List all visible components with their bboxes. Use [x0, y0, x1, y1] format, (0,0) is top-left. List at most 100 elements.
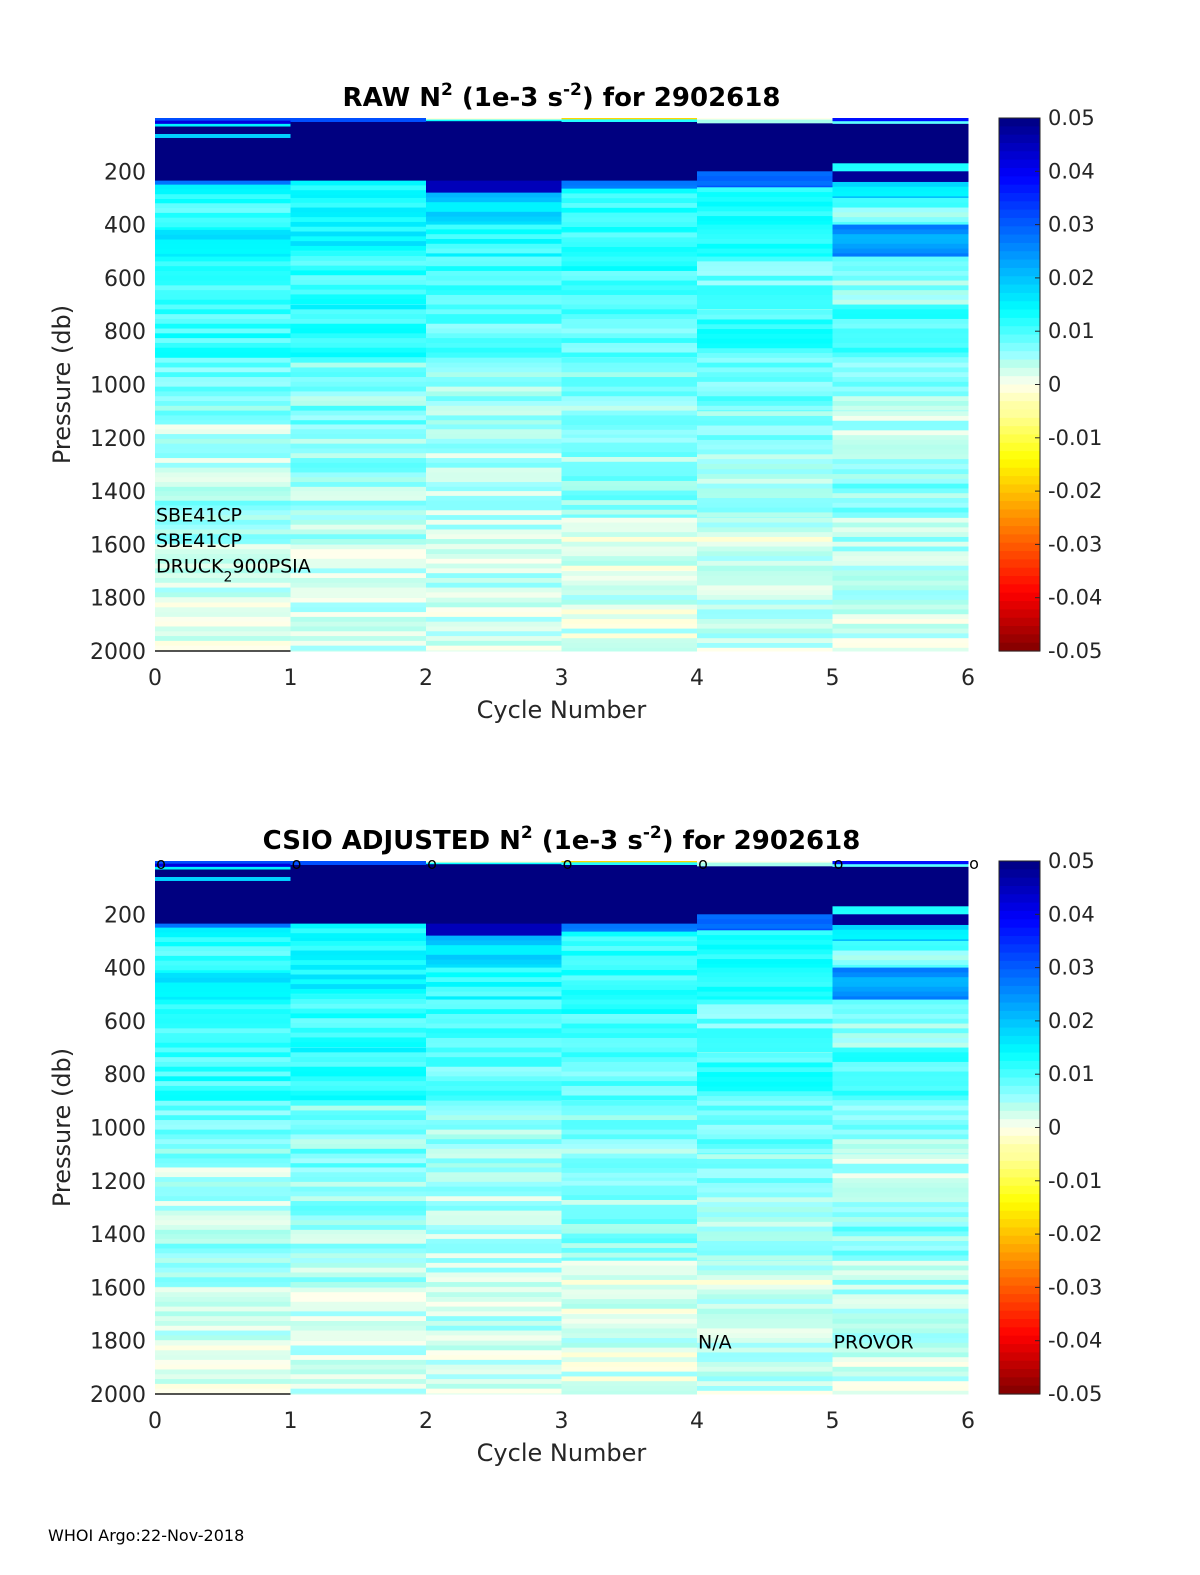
heatmap-cell — [561, 232, 698, 238]
heatmap-cell — [561, 1279, 698, 1286]
heatmap-cell — [561, 1366, 698, 1373]
heatmap-cell — [155, 965, 291, 971]
heatmap-cell — [832, 1328, 969, 1334]
heatmap-cell — [561, 207, 698, 214]
heatmap-cell — [697, 439, 833, 446]
x-tick-label: 6 — [961, 1409, 975, 1434]
heatmap-cell — [290, 347, 427, 354]
heatmap-cell — [832, 202, 969, 209]
heatmap-cell — [290, 352, 427, 358]
heatmap-cell — [155, 640, 291, 647]
heatmap-cell — [426, 1282, 562, 1288]
heatmap-cell — [561, 1066, 698, 1073]
heatmap-cell — [155, 377, 291, 383]
heatmap-cell — [561, 333, 698, 339]
colorbar-segment — [999, 1069, 1040, 1079]
heatmap-cell — [155, 1210, 291, 1216]
heatmap-cell — [561, 251, 698, 258]
heatmap-cell — [290, 529, 427, 535]
heatmap-cell — [155, 1267, 291, 1273]
colorbar-segment — [999, 126, 1040, 136]
heatmap-cell — [697, 201, 833, 207]
heatmap-cell — [832, 459, 969, 465]
heatmap-cell — [561, 275, 698, 282]
colorbar-segment — [999, 944, 1040, 954]
heatmap-cell — [697, 1192, 833, 1198]
heatmap-cell — [697, 299, 833, 306]
colorbar-segment — [999, 592, 1040, 602]
heatmap-cell — [426, 1374, 562, 1380]
heatmap-cell — [832, 186, 969, 193]
heatmap-cell — [426, 563, 562, 569]
heatmap-cell — [290, 1105, 427, 1111]
heatmap-cell — [832, 1085, 969, 1092]
heatmap-cell — [155, 568, 291, 574]
heatmap-cell — [155, 342, 291, 349]
cycle-marker: o — [427, 854, 437, 873]
annotation-text: N/A — [698, 1332, 732, 1354]
colorbar-segment — [999, 501, 1040, 511]
heatmap-cell — [290, 260, 427, 267]
heatmap-cell — [561, 1042, 698, 1049]
heatmap-cell — [697, 353, 833, 359]
heatmap-cell — [697, 1129, 833, 1135]
heatmap-cell — [832, 411, 969, 417]
heatmap-cell — [832, 304, 969, 310]
heatmap-cell — [290, 121, 427, 182]
heatmap-cell — [155, 1177, 291, 1183]
heatmap-cell — [290, 979, 427, 985]
heatmap-cell — [426, 429, 562, 435]
heatmap-cell — [290, 207, 427, 213]
heatmap-cell — [426, 1258, 562, 1264]
heatmap-cell — [426, 1066, 562, 1073]
heatmap-cell — [561, 946, 698, 952]
heatmap-cell — [832, 1342, 969, 1349]
heatmap-cell — [290, 1374, 427, 1380]
heatmap-cell — [697, 619, 833, 625]
heatmap-cell — [832, 270, 969, 277]
y-tick-label: 400 — [104, 214, 146, 239]
heatmap-cell — [426, 275, 562, 282]
heatmap-cell — [832, 585, 969, 591]
heatmap-cell — [561, 1333, 698, 1339]
heatmap-cell — [561, 864, 698, 925]
heatmap-cell — [155, 932, 291, 938]
heatmap-cell — [561, 514, 698, 519]
heatmap-cell — [155, 118, 291, 122]
heatmap-cell — [697, 967, 833, 973]
heatmap-cell — [426, 491, 562, 497]
heatmap-cell — [290, 434, 427, 440]
colorbar-segment — [999, 1352, 1040, 1362]
heatmap-cell — [832, 517, 969, 524]
heatmap-cell — [697, 986, 833, 993]
colorbar-tick-label: -0.03 — [1048, 532, 1102, 556]
heatmap-cell — [290, 231, 427, 237]
y-tick-label: 1600 — [90, 1276, 146, 1301]
heatmap-cell — [832, 986, 969, 993]
cycle-marker: o — [292, 854, 302, 873]
heatmap-cell — [832, 1163, 969, 1170]
heatmap-cell — [832, 991, 969, 997]
heatmap-cell — [561, 1180, 698, 1187]
y-tick-label: 1400 — [90, 480, 146, 505]
heatmap-cell — [561, 121, 698, 182]
heatmap-cell — [290, 1388, 427, 1394]
heatmap-cell — [832, 243, 969, 250]
heatmap-cell — [155, 880, 291, 925]
heatmap-cell — [155, 563, 291, 569]
colorbar-segment — [999, 526, 1040, 536]
heatmap-cell — [697, 1308, 833, 1315]
colorbar-segment — [999, 894, 1040, 904]
heatmap-cell — [290, 1253, 427, 1259]
heatmap-cell — [155, 477, 291, 483]
heatmap-cell — [697, 454, 833, 460]
heatmap-cell — [290, 631, 427, 637]
heatmap-cell — [155, 1158, 291, 1164]
heatmap-cell — [832, 121, 969, 125]
heatmap-cell — [155, 1110, 291, 1116]
heatmap-cell — [290, 289, 427, 295]
heatmap-cell — [155, 347, 291, 354]
colorbar-segment — [999, 434, 1040, 444]
heatmap-cell — [426, 519, 562, 526]
heatmap-cell — [697, 575, 833, 582]
